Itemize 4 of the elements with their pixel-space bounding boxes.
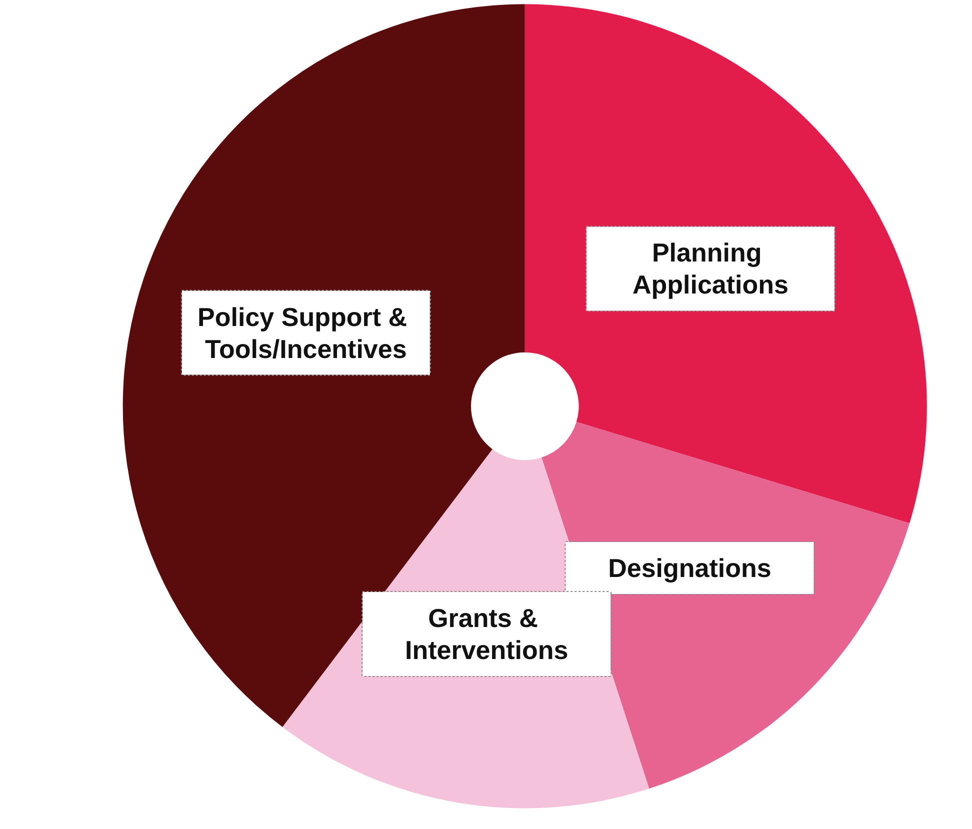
slice-label: Grants & Interventions: [404, 602, 568, 665]
slice-label: Planning Applications: [632, 238, 788, 300]
slice-label: Policy Support & Tools/Incentives: [198, 302, 414, 364]
slice-label: Designations: [608, 552, 772, 583]
